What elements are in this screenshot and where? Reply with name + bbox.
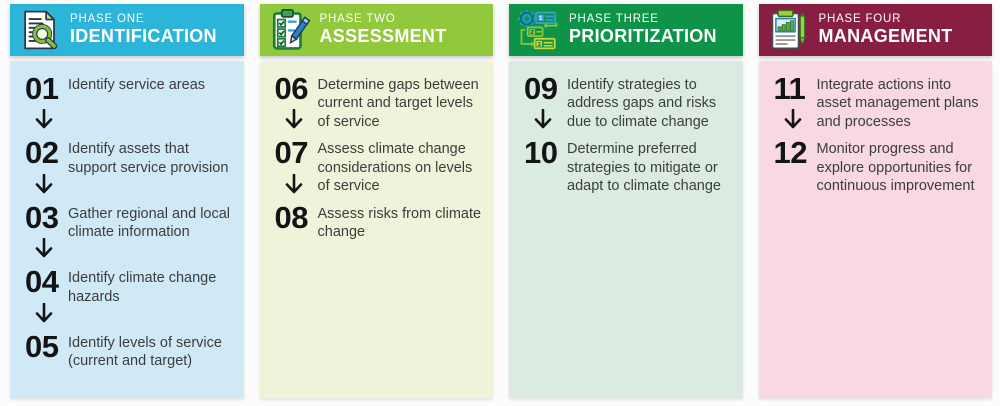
step-row: 10 Determine preferred strategies to mit… (517, 135, 735, 195)
step-row: 02 Identify assets that support service … (18, 135, 236, 197)
phase-title: PRIORITIZATION (569, 26, 717, 47)
phase-title: IDENTIFICATION (70, 26, 217, 47)
step-row: 01 Identify service areas (18, 71, 236, 133)
phase-header: PHASE FOUR MANAGEMENT (758, 4, 992, 56)
down-arrow-icon (284, 109, 304, 131)
step-text: Identify service areas (68, 77, 206, 93)
step-text: Identify levels of service (current and … (68, 334, 222, 370)
step-text: Gather regional and local climate inform… (68, 205, 231, 241)
step-number: 01 (25, 71, 59, 106)
phase-column-4: PHASE FOUR MANAGEMENT 11 Integrate actio… (758, 4, 992, 398)
down-arrow-icon (783, 109, 803, 131)
down-arrow-icon (34, 303, 54, 325)
clipboard-checklist-icon (269, 9, 311, 51)
step-text: Monitor progress and explore opportuniti… (816, 141, 975, 194)
step-row: 05 Identify levels of service (current a… (18, 328, 236, 371)
step-number-column: 10 (517, 135, 567, 195)
step-number-column: 12 (767, 135, 817, 195)
phase-label: PHASE ONE (70, 13, 145, 26)
phase-title: MANAGEMENT (818, 26, 953, 47)
step-text: Identify strategies to address gaps and … (567, 77, 717, 130)
step-text: Determine preferred strategies to mitiga… (567, 141, 721, 194)
step-number-column: 02 (18, 135, 68, 197)
phase-header-text: PHASE TWO ASSESSMENT (320, 13, 447, 46)
step-row: 08 Assess risks from climate change (268, 199, 486, 242)
down-arrow-icon (34, 174, 54, 196)
step-number: 09 (524, 71, 558, 106)
clipboard-chart-icon (768, 9, 810, 51)
step-number: 07 (274, 135, 309, 171)
step-number-column: 06 (268, 71, 318, 133)
step-number-column: 08 (268, 199, 318, 242)
phase-label: PHASE TWO (319, 13, 396, 26)
phase-column-2: PHASE TWO ASSESSMENT 06 Determine gaps b… (259, 4, 493, 398)
step-text: Identify assets that support service pro… (68, 141, 229, 176)
phase-header-text: PHASE ONE IDENTIFICATION (70, 13, 217, 46)
step-row: 03 Gather regional and local climate inf… (18, 199, 236, 262)
step-row: 12 Monitor progress and explore opportun… (767, 135, 985, 195)
step-text: Identify climate change hazards (68, 270, 217, 305)
step-number-column: 01 (18, 71, 68, 133)
step-number-column: 05 (18, 328, 68, 371)
step-number-column: 07 (268, 135, 318, 197)
step-number: 03 (25, 199, 59, 235)
step-row: 09 Identify strategies to address gaps a… (517, 71, 735, 133)
step-number: 04 (25, 264, 59, 300)
phase-header: PHASE ONE IDENTIFICATION (10, 4, 244, 56)
step-text: Determine gaps between current and targe… (317, 77, 479, 130)
step-text: Assess risks from climate change (317, 205, 482, 241)
steps-list: 06 Determine gaps between current and ta… (259, 61, 493, 398)
phase-header-text: PHASE THREE PRIORITIZATION (569, 13, 717, 46)
step-number: 02 (25, 135, 59, 171)
step-number: 06 (274, 71, 309, 106)
step-number-column: 04 (18, 264, 68, 326)
phase-label: PHASE THREE (569, 13, 659, 26)
down-arrow-icon (34, 238, 54, 260)
phase-header: PHASE TWO ASSESSMENT (259, 4, 493, 56)
steps-list: 09 Identify strategies to address gaps a… (509, 61, 743, 398)
step-row: 11 Integrate actions into asset manageme… (767, 71, 985, 133)
step-text: Assess climate change considerations on … (317, 141, 473, 194)
document-search-icon (19, 9, 61, 51)
step-number: 08 (274, 199, 309, 235)
phase-column-1: PHASE ONE IDENTIFICATION 01 Identify ser… (10, 4, 244, 398)
step-row: 04 Identify climate change hazards (18, 264, 236, 326)
steps-list: 11 Integrate actions into asset manageme… (758, 61, 992, 398)
step-number: 10 (524, 135, 558, 171)
step-text: Integrate actions into asset management … (816, 77, 979, 130)
down-arrow-icon (34, 109, 54, 131)
step-number-column: 11 (767, 71, 817, 133)
step-row: 06 Determine gaps between current and ta… (268, 71, 486, 133)
phase-column-3: PHASE THREE PRIORITIZATION 09 Identify s… (509, 4, 743, 398)
step-number-column: 09 (517, 71, 567, 133)
phase-title: ASSESSMENT (319, 26, 447, 47)
priority-process-icon (518, 9, 560, 51)
phase-label: PHASE FOUR (818, 13, 902, 26)
steps-list: 01 Identify service areas 02 Identify as… (10, 61, 244, 398)
step-number-column: 03 (18, 199, 68, 262)
step-row: 07 Assess climate change considerations … (268, 135, 486, 197)
down-arrow-icon (533, 109, 553, 131)
phase-header-text: PHASE FOUR MANAGEMENT (819, 13, 953, 46)
step-number: 05 (25, 328, 59, 364)
down-arrow-icon (284, 174, 304, 196)
step-number: 12 (773, 135, 808, 171)
step-number: 11 (773, 71, 806, 106)
phase-header: PHASE THREE PRIORITIZATION (509, 4, 743, 56)
